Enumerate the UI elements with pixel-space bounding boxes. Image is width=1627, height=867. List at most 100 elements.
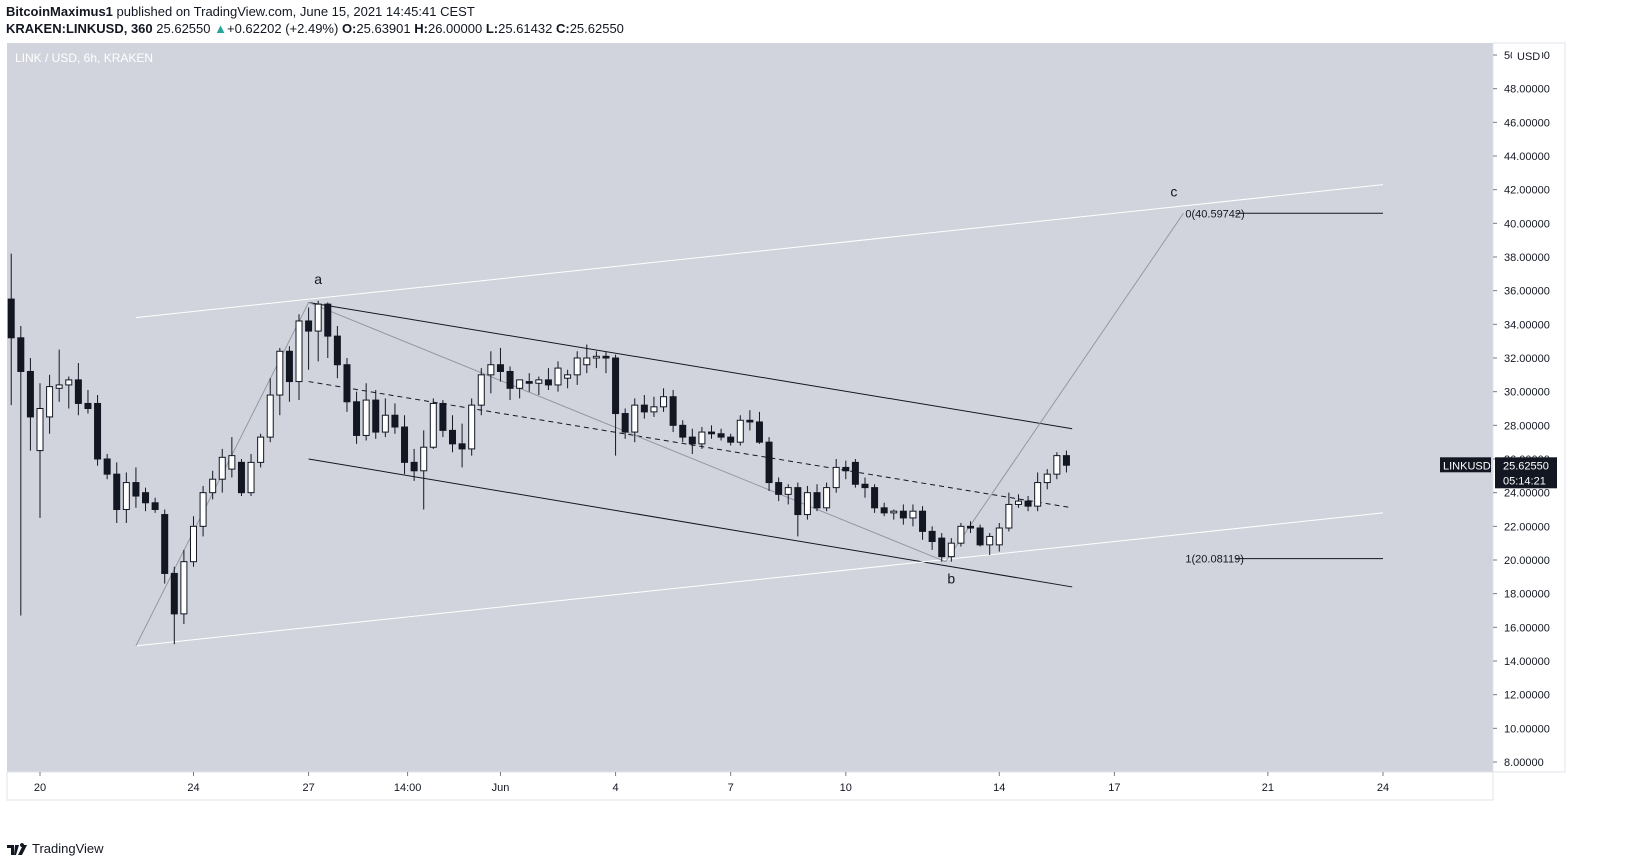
candle-down[interactable] [794,482,802,537]
candle-down[interactable] [612,354,620,456]
candle-up[interactable] [660,388,668,412]
candle-down[interactable] [401,415,409,475]
candle-down[interactable] [851,459,859,488]
candle-up[interactable] [36,383,44,518]
candle-up[interactable] [1034,472,1042,512]
trendline-wide-upper[interactable] [135,184,1384,319]
candle-down[interactable] [976,524,984,547]
candle-down[interactable] [669,389,677,433]
candle-down[interactable] [285,346,293,402]
trendline-channel-lower[interactable] [308,458,1073,588]
candle-down[interactable] [94,395,102,466]
trendline-wide-lower[interactable] [135,512,1384,647]
candle-down[interactable] [343,358,351,412]
candle-down[interactable] [324,302,332,358]
author-name[interactable]: BitcoinMaximus1 [6,4,113,19]
candle-down[interactable] [103,453,111,480]
candle-up[interactable] [784,484,792,505]
candle-down[interactable] [899,504,907,525]
candle-up[interactable] [1005,492,1013,532]
candle-down[interactable] [237,459,245,497]
candle-up[interactable] [947,538,955,562]
candle-up[interactable] [276,347,284,416]
time-axis[interactable] [6,771,1494,801]
candle-up[interactable] [420,430,428,510]
trendline-channel-upper[interactable] [308,301,1073,430]
candle-up[interactable] [468,398,476,456]
candle-down[interactable] [717,428,725,441]
candle-down[interactable] [640,395,648,419]
candle-up[interactable] [247,453,255,497]
candle-down[interactable] [439,400,447,438]
candle-up[interactable] [46,374,54,434]
candle-up[interactable] [1014,494,1022,508]
candle-down[interactable] [727,433,735,446]
candle-up[interactable] [122,472,130,523]
candle-down[interactable] [679,420,687,443]
candle-down[interactable] [7,253,15,406]
candle-down[interactable] [333,326,341,379]
candle-down[interactable] [506,366,514,401]
candle-up[interactable] [314,300,322,362]
candle-up[interactable] [957,522,965,547]
candle-down[interactable] [26,358,34,451]
candle-down[interactable] [544,368,552,390]
candle-down[interactable] [525,373,533,392]
candle-up[interactable] [228,437,236,478]
candle-up[interactable] [218,448,226,493]
candle-down[interactable] [602,351,610,374]
candle-up[interactable] [189,516,197,567]
candle-up[interactable] [266,378,274,443]
candle-down[interactable] [708,425,715,439]
candle-down[interactable] [1024,496,1032,512]
candle-down[interactable] [765,437,773,491]
candle-down[interactable] [410,448,418,481]
candle-up[interactable] [832,459,840,493]
candle-up[interactable] [1043,469,1051,490]
candle-down[interactable] [496,347,504,382]
candle-down[interactable] [621,408,629,439]
candle-down[interactable] [746,410,754,431]
candle-up[interactable] [199,485,207,537]
candle-down[interactable] [372,389,380,439]
candle-up[interactable] [55,349,63,402]
candle-down[interactable] [132,467,140,508]
candle-down[interactable] [84,389,92,414]
price-axis[interactable] [1492,42,1566,773]
candle-down[interactable] [938,533,946,562]
candle-up[interactable] [1053,452,1061,480]
candle-down[interactable] [458,423,466,468]
candle-down[interactable] [305,307,313,370]
trendline-wave-3[interactable] [945,212,1184,562]
candle-up[interactable] [650,396,658,417]
candle-down[interactable] [967,521,975,534]
candle-down[interactable] [842,460,850,480]
candle-up[interactable] [180,549,188,624]
trendline-channel-median[interactable] [308,381,1073,509]
candle-up[interactable] [592,351,600,369]
candle-down[interactable] [391,403,399,434]
candle-down[interactable] [74,363,82,416]
candle-down[interactable] [861,477,869,498]
candle-down[interactable] [113,462,121,523]
candle-down[interactable] [871,484,879,513]
candle-up[interactable] [995,522,1003,552]
tradingview-logo[interactable]: TradingView [6,841,104,856]
candle-up[interactable] [631,398,639,443]
candle-up[interactable] [429,398,437,449]
candle-down[interactable] [755,411,763,444]
candle-down[interactable] [353,391,361,444]
candle-up[interactable] [516,379,524,399]
candle-down[interactable] [17,326,25,616]
candle-up[interactable] [890,509,898,520]
candle-up[interactable] [381,398,389,438]
candle-down[interactable] [170,566,178,645]
candle-up[interactable] [698,427,706,449]
candle-up[interactable] [477,368,485,416]
candle-down[interactable] [928,526,936,550]
candle-down[interactable] [880,502,888,517]
candle-down[interactable] [688,428,696,454]
plot-area[interactable] [7,43,1493,772]
candle-up[interactable] [65,376,73,409]
